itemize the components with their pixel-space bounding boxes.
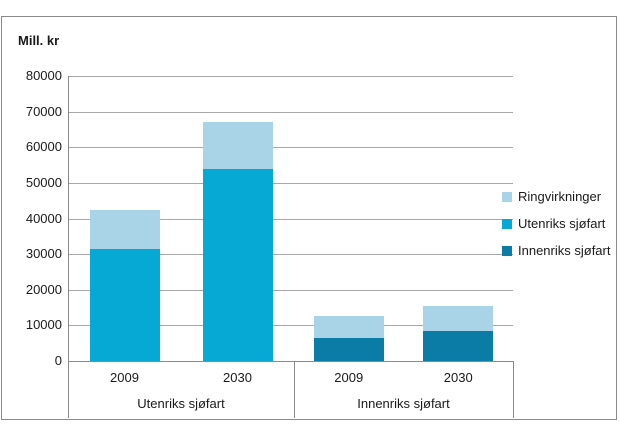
legend-label: Utenriks sjøfart [518,216,606,231]
gridline [68,289,513,291]
legend-label: Innenriks sjøfart [518,243,611,258]
y-tick-label: 60000 [25,139,62,155]
bar-segment-ringvirkninger [89,210,160,249]
legend-swatch-icon [502,245,512,256]
gridline [68,111,513,113]
category-label-group: Innenriks sjøfart [357,396,450,411]
category-label-year: 2009 [334,370,364,385]
category-label-year: 2030 [223,370,252,385]
category-axis-divider [294,361,295,418]
category-label-group: Utenriks sjøfart [137,396,225,411]
category-label-year: 2030 [443,370,473,385]
gridline [68,325,513,327]
bar-segment-utenriks-sj-fart [202,168,273,361]
y-axis-title: Mill. kr [18,33,60,48]
gridline [68,76,513,77]
bar-segment-utenriks-sj-fart [89,248,160,361]
gridline [68,218,513,220]
gridline [68,147,513,149]
category-axis-divider [68,361,69,418]
y-tick-label: 20000 [25,281,62,297]
bar-segment-innenriks-sj-fart [313,337,384,361]
x-axis-line [68,361,513,362]
legend-swatch-icon [502,218,512,229]
y-tick-label: 70000 [25,103,62,119]
legend-label: Ringvirkninger [518,189,602,204]
gridline [68,182,513,184]
legend-swatch-icon [502,191,512,202]
y-axis-line [68,76,69,361]
bar-segment-ringvirkninger [202,122,273,169]
bar-segment-innenriks-sj-fart [423,331,494,361]
y-tick-label: 10000 [25,317,62,333]
legend-item: Ringvirkninger [502,183,610,210]
y-tick-label: 30000 [25,246,62,262]
legend-item: Utenriks sjøfart [502,210,610,237]
bar-segment-ringvirkninger [313,316,384,338]
bar-segment-ringvirkninger [423,305,494,332]
legend: Ringvirkninger Utenriks sjøfart Innenriks … [502,183,610,264]
legend-item: Innenriks sjøfart [502,237,610,264]
gridline [68,254,513,256]
category-axis-divider [513,361,514,418]
y-tick-label: 50000 [25,174,62,190]
y-tick-label: 0 [54,353,62,368]
category-label-year: 2009 [110,370,139,385]
y-tick-label: 80000 [25,68,62,83]
y-tick-label: 40000 [25,210,62,226]
